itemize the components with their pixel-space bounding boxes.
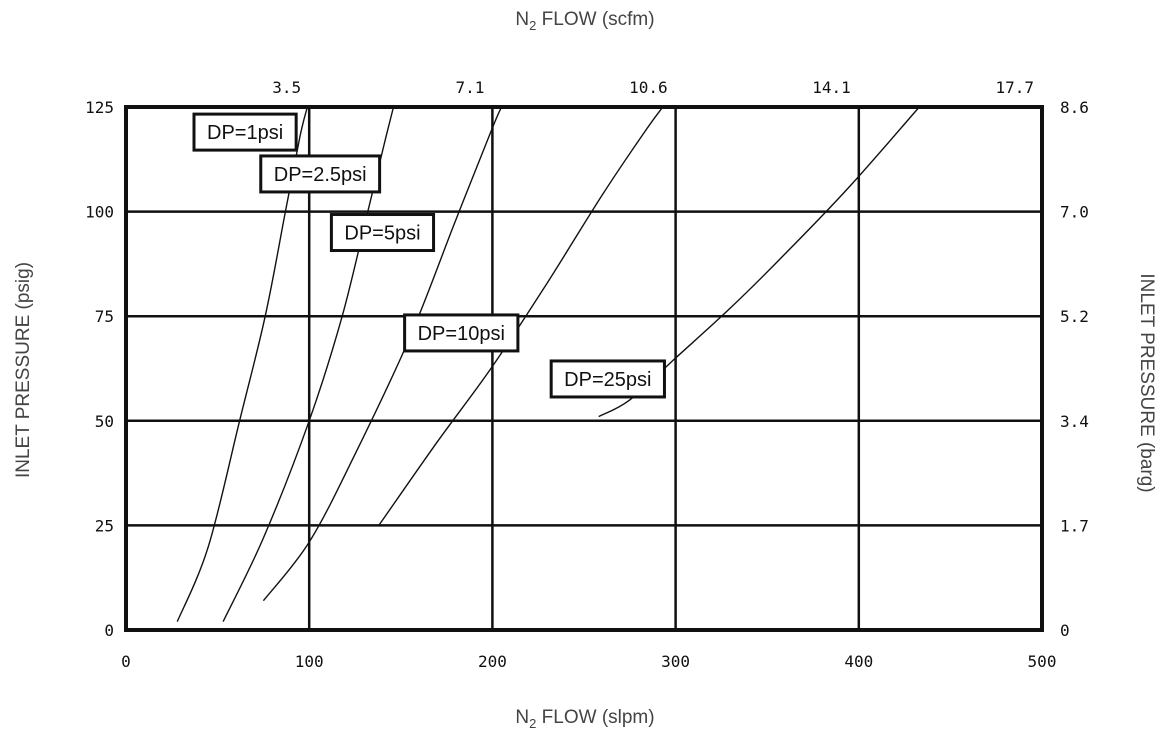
label-box xyxy=(403,313,520,353)
x2-tick-label: 3.5 xyxy=(272,78,301,97)
y2-tick-label: 1.7 xyxy=(1060,516,1089,535)
top-axis-title: N2 FLOW (scfm) xyxy=(515,9,654,33)
series-curves xyxy=(176,106,920,622)
x2-tick-label: 7.1 xyxy=(455,78,484,97)
x-tick-label: 400 xyxy=(844,652,873,671)
y2-tick-label: 5.2 xyxy=(1060,307,1089,326)
series-label-dp-25psi: DP=25psi xyxy=(549,359,666,399)
y2-tick-label: 7.0 xyxy=(1060,203,1089,222)
x-tick-label: 0 xyxy=(121,652,131,671)
x2-tick-label: 17.7 xyxy=(995,78,1034,97)
label-box xyxy=(192,112,298,152)
x-tick-label: 200 xyxy=(478,652,507,671)
grid xyxy=(126,107,1042,630)
label-box xyxy=(549,359,666,399)
y-tick-label: 75 xyxy=(95,307,114,326)
label-text: DP=2.5psi xyxy=(274,164,367,186)
x2-tick-label: 10.6 xyxy=(629,78,668,97)
y2-tick-label: 8.6 xyxy=(1060,98,1089,117)
series-line-dp-2-5psi xyxy=(222,106,395,622)
plot-frame xyxy=(124,105,1044,632)
series-line-dp-10psi xyxy=(378,106,664,526)
y-tick-label: 50 xyxy=(95,412,114,431)
y-tick-label: 25 xyxy=(95,516,114,535)
series-label-dp-2-5psi: DP=2.5psi xyxy=(259,154,382,194)
x-tick-label: 100 xyxy=(295,652,324,671)
label-text: DP=1psi xyxy=(207,122,283,144)
series-label-dp-5psi: DP=5psi xyxy=(329,213,436,253)
y-tick-label: 100 xyxy=(85,203,114,222)
x-tick-label: 300 xyxy=(661,652,690,671)
x-tick-label: 500 xyxy=(1028,652,1057,671)
label-text: DP=10psi xyxy=(418,323,505,345)
series-line-dp-25psi xyxy=(598,106,920,418)
label-text: DP=5psi xyxy=(344,223,420,245)
y2-tick-label: 0 xyxy=(1060,621,1070,640)
series-label-dp-1psi: DP=1psi xyxy=(192,112,298,152)
series-labels: DP=1psi DP=2.5psi DP=5psi DP=10psi DP=25psi xyxy=(192,112,666,399)
left-axis-title: INLET PRESSURE (psig) xyxy=(13,262,34,478)
label-text: DP=25psi xyxy=(564,369,651,391)
series-line-dp-1psi xyxy=(176,106,309,622)
label-box xyxy=(329,213,436,253)
bottom-axis-title: N2 FLOW (slpm) xyxy=(515,707,654,731)
y-tick-label: 0 xyxy=(104,621,114,640)
x2-tick-label: 14.1 xyxy=(812,78,851,97)
y2-tick-label: 3.4 xyxy=(1060,412,1089,431)
series-label-dp-10psi: DP=10psi xyxy=(403,313,520,353)
right-axis-title: INLET PRESSURE (barg) xyxy=(1136,273,1157,492)
y-tick-label: 125 xyxy=(85,98,114,117)
label-box xyxy=(259,154,382,194)
